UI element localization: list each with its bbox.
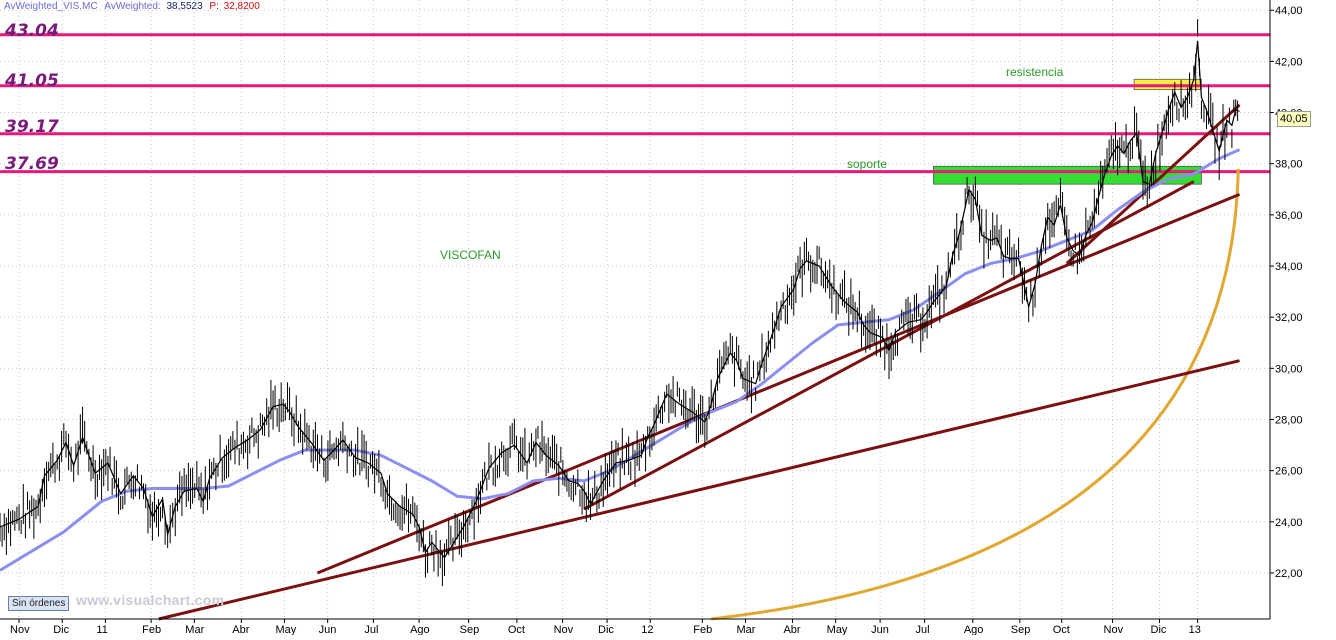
y-tick-label: 38,00 xyxy=(1275,159,1303,171)
y-tick-label: 26,00 xyxy=(1275,466,1303,478)
arc-curve xyxy=(711,168,1240,621)
level-label-37-69: 37.69 xyxy=(5,154,59,174)
y-tick-label: 22,00 xyxy=(1275,568,1303,580)
chart-header: AvWeighted_VIS.MC AvWeighted: 38,5523 P:… xyxy=(4,1,260,12)
x-tick-label: 11 xyxy=(96,624,107,635)
support-label: soporte xyxy=(847,157,888,171)
indicator-name: AvWeighted: xyxy=(104,1,161,12)
x-tick-label: Abr xyxy=(783,624,800,635)
x-tick-label: Sep xyxy=(460,624,480,635)
x-tick-label: Jun xyxy=(871,624,889,635)
trendline xyxy=(316,193,1241,575)
indicator-value: 38,5523 xyxy=(166,1,203,12)
plot-background xyxy=(0,0,1270,619)
x-tick-label: Oct xyxy=(508,624,525,635)
x-tick-label: Feb xyxy=(693,624,712,635)
level-label-43-04: 43.04 xyxy=(5,21,59,41)
y-tick-label: 36,00 xyxy=(1275,210,1303,222)
x-tick-label: Ago xyxy=(410,624,430,635)
orders-button[interactable]: Sin órdenes xyxy=(8,596,70,611)
x-tick-label: Dic xyxy=(53,624,69,635)
level-label-41-05: 41.05 xyxy=(5,71,59,91)
last-price-badge: 40,05 xyxy=(1277,111,1311,127)
x-tick-label: Ago xyxy=(964,624,984,635)
p-value: 32,8200 xyxy=(223,1,260,12)
x-tick-label: Mar xyxy=(736,624,755,635)
y-tick-label: 42,00 xyxy=(1275,56,1303,68)
x-tick-label: Jul xyxy=(916,624,930,635)
watermark: www.visualchart.com xyxy=(76,592,225,608)
x-tick-label: Nov xyxy=(1104,624,1124,635)
level-label-39-17: 39.17 xyxy=(5,117,59,137)
x-tick-label: Jun xyxy=(319,624,337,635)
y-tick-label: 44,00 xyxy=(1275,5,1303,17)
p-label: P: xyxy=(209,1,219,12)
x-tick-label: Dic xyxy=(598,624,614,635)
x-tick-label: Abr xyxy=(232,624,249,635)
x-tick-label: 13 xyxy=(1189,624,1201,635)
resistance-label: resistencia xyxy=(1006,65,1064,79)
ticker-label: VISCOFAN xyxy=(440,248,501,262)
trendline xyxy=(158,359,1240,621)
y-tick-label: 30,00 xyxy=(1275,363,1303,375)
x-tick-label: Sep xyxy=(1011,624,1031,635)
x-tick-label: May xyxy=(827,624,848,635)
symbol-name: AvWeighted_VIS.MC xyxy=(4,1,98,12)
y-tick-label: 28,00 xyxy=(1275,414,1303,426)
x-tick-label: May xyxy=(275,624,296,635)
y-tick-label: 24,00 xyxy=(1275,517,1303,529)
x-tick-label: Dic xyxy=(1151,624,1167,635)
x-tick-label: Feb xyxy=(142,624,161,635)
x-tick-label: Jul xyxy=(364,624,378,635)
y-tick-label: 32,00 xyxy=(1275,312,1303,324)
x-tick-label: Nov xyxy=(10,624,30,635)
x-tick-label: Oct xyxy=(1053,624,1070,635)
x-tick-label: 12 xyxy=(641,624,653,635)
y-tick-label: 34,00 xyxy=(1275,261,1303,273)
x-tick-label: Nov xyxy=(554,624,574,635)
x-tick-label: Mar xyxy=(185,624,204,635)
